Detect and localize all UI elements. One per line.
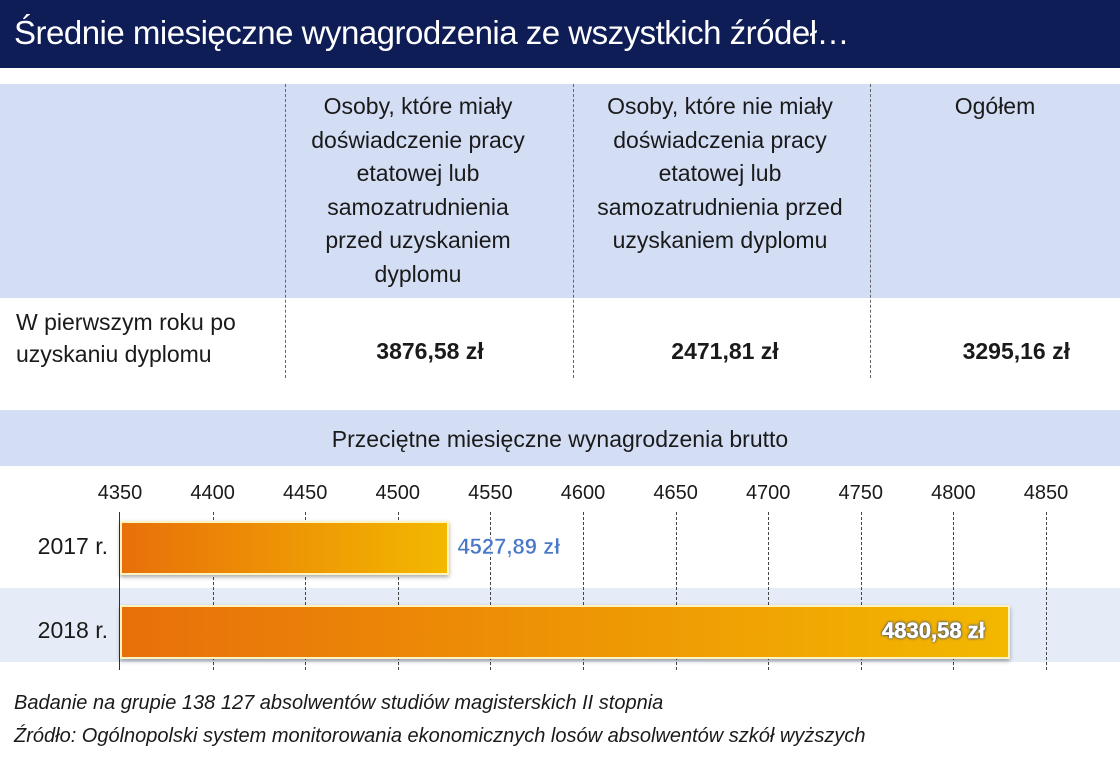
- divider: [573, 84, 574, 378]
- gridline: [675, 512, 677, 670]
- tick-label: 4500: [375, 482, 421, 504]
- tick-label: 4650: [653, 482, 698, 504]
- source: Źródło: Ogólnopolski system monitorowani…: [14, 725, 866, 747]
- value-cell: 3295,16 zł: [962, 338, 1070, 364]
- gridline: [490, 512, 492, 670]
- table-header: [0, 84, 1120, 298]
- gridline: [305, 512, 307, 670]
- tick-label: 4850: [1023, 482, 1069, 504]
- tick-label: 4350: [97, 482, 143, 504]
- category-label: 2017 r.: [37, 533, 108, 559]
- column-header: Osoby, które miały doświadczenie pracy e…: [311, 93, 525, 287]
- gridline: [212, 512, 214, 670]
- tick-label: 4450: [282, 482, 328, 504]
- value-cell: 2471,81 zł: [671, 338, 779, 364]
- tick-label: 4700: [745, 482, 791, 504]
- gridline: [1046, 512, 1047, 670]
- gridline: [768, 512, 770, 670]
- page-title: Średnie miesięczne wynagrodzenia ze wszy…: [0, 0, 1120, 68]
- chart-title: Przeciętne miesięczne wynagrodzenia brut…: [0, 410, 1120, 466]
- column-header: Ogółem: [954, 93, 1036, 119]
- footnote: Badanie na grupie 138 127 absolwentów st…: [14, 692, 664, 714]
- tick-label: 4400: [190, 482, 235, 504]
- divider: [870, 84, 871, 378]
- value-cell: 3876,58 zł: [376, 338, 484, 364]
- gridline: [953, 512, 955, 670]
- tick-label: 4600: [560, 482, 606, 504]
- data-label: 4830,58 zł: [882, 618, 985, 644]
- gridline: [583, 512, 584, 670]
- tick-label: 4800: [931, 482, 976, 504]
- tick-label: 4750: [838, 482, 884, 504]
- row-label: W pierwszym roku po uzyskaniu dyplomu: [16, 309, 236, 367]
- y-axis: [119, 512, 120, 670]
- divider: [285, 84, 286, 378]
- bar: [120, 521, 450, 575]
- bar: [120, 605, 1011, 659]
- gridline: [397, 512, 399, 670]
- tick-label: 4550: [468, 482, 513, 504]
- column-header: Osoby, które nie miały doświadczenia pra…: [597, 93, 843, 253]
- category-label: 2018 r.: [37, 617, 108, 643]
- gridline: [860, 512, 862, 670]
- data-label: 4527,89 zł: [457, 534, 561, 560]
